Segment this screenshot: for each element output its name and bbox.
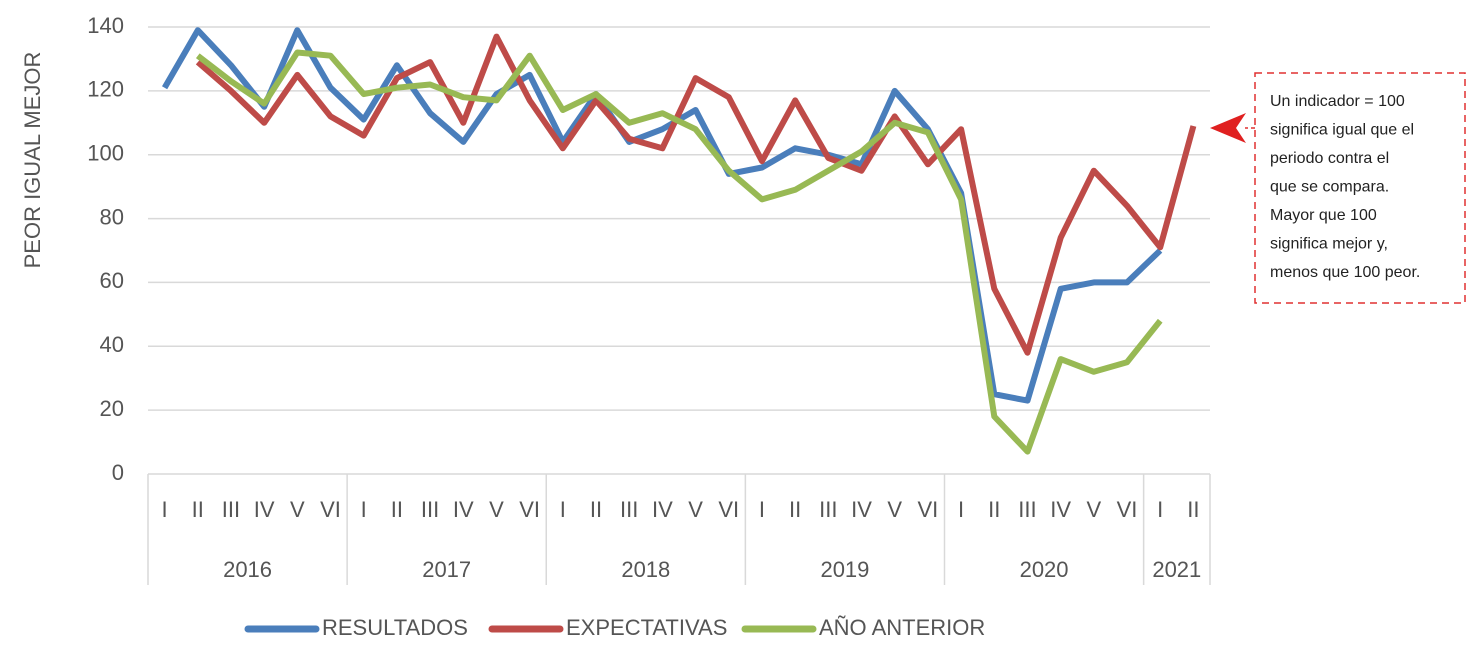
x-tick-label: I (162, 497, 168, 522)
annotation-text: periodo contra el (1270, 150, 1389, 167)
annotation-text: significa mejor y, (1270, 236, 1388, 253)
legend-label: AÑO ANTERIOR (819, 615, 985, 640)
y-tick-label: 80 (100, 204, 124, 229)
x-tick-label: III (421, 497, 439, 522)
group-label: 2016 (223, 557, 272, 582)
legend-label: EXPECTATIVAS (566, 615, 727, 640)
y-axis-label: PEOR IGUAL MEJOR (20, 52, 45, 269)
x-tick-label: III (819, 497, 837, 522)
x-tick-label: VI (1117, 497, 1138, 522)
x-tick-label: IV (1050, 497, 1071, 522)
x-tick-label: II (789, 497, 801, 522)
x-tick-label: II (590, 497, 602, 522)
x-tick-label: III (222, 497, 240, 522)
group-label: 2018 (621, 557, 670, 582)
x-tick-label: I (560, 497, 566, 522)
y-tick-label: 140 (87, 13, 124, 38)
x-tick-label: V (1087, 497, 1102, 522)
x-tick-label: IV (652, 497, 673, 522)
annotation-text: que se compara. (1270, 179, 1389, 196)
annotation-text: Mayor que 100 (1270, 207, 1377, 224)
group-label: 2020 (1020, 557, 1069, 582)
y-tick-label: 120 (87, 77, 124, 102)
annotation-arrow (1210, 113, 1246, 143)
y-tick-label: 100 (87, 141, 124, 166)
x-tick-label: VI (918, 497, 939, 522)
x-tick-label: V (290, 497, 305, 522)
x-tick-label: V (887, 497, 902, 522)
annotation-box (1254, 72, 1466, 304)
x-tick-label: I (361, 497, 367, 522)
y-tick-label: 40 (100, 332, 124, 357)
x-tick-label: V (688, 497, 703, 522)
x-tick-label: I (1157, 497, 1163, 522)
series-line (195, 49, 1163, 455)
x-tick-label: VI (320, 497, 341, 522)
annotation-text: menos que 100 peor. (1270, 264, 1420, 281)
series-line (162, 27, 1163, 404)
group-label: 2019 (820, 557, 869, 582)
x-tick-label: VI (519, 497, 540, 522)
x-tick-label: II (192, 497, 204, 522)
annotation-text: Un indicador = 100 (1270, 93, 1405, 110)
group-label: 2017 (422, 557, 471, 582)
x-tick-label: V (489, 497, 504, 522)
x-tick-label: IV (851, 497, 872, 522)
x-tick-label: VI (718, 497, 739, 522)
y-tick-label: 0 (112, 460, 124, 485)
x-tick-label: IV (453, 497, 474, 522)
legend-label: RESULTADOS (322, 615, 468, 640)
annotation-text: significa igual que el (1270, 122, 1414, 139)
y-tick-label: 60 (100, 268, 124, 293)
x-tick-label: II (988, 497, 1000, 522)
y-tick-label: 20 (100, 396, 124, 421)
x-tick-label: II (1187, 497, 1199, 522)
x-tick-label: IV (254, 497, 275, 522)
x-tick-label: II (391, 497, 403, 522)
x-tick-label: III (620, 497, 638, 522)
x-tick-label: III (1018, 497, 1036, 522)
x-tick-label: I (958, 497, 964, 522)
series-line (195, 33, 1197, 356)
group-label: 2021 (1152, 557, 1201, 582)
x-tick-label: I (759, 497, 765, 522)
